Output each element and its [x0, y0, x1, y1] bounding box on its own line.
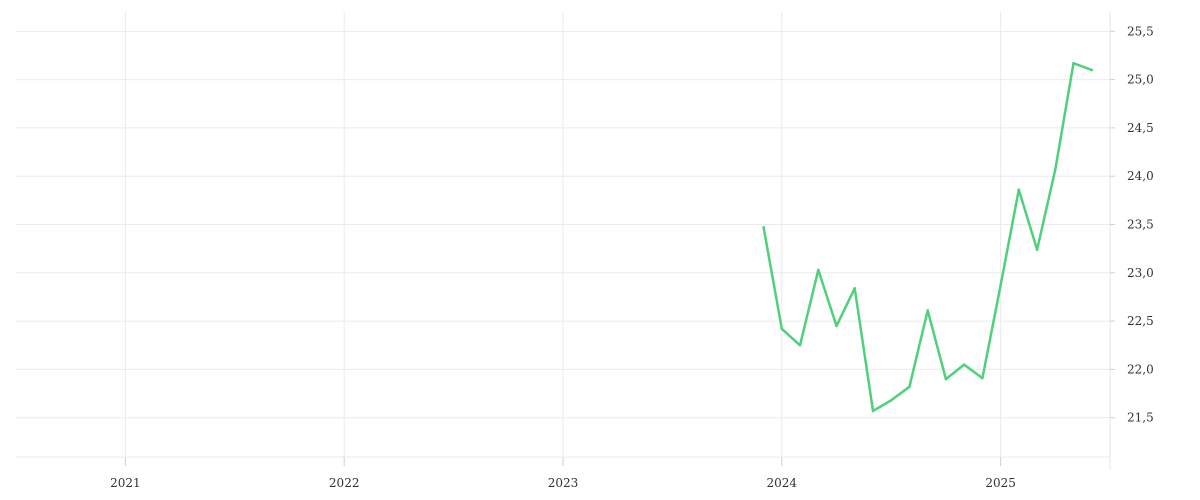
data-point	[780, 327, 784, 331]
data-point	[1090, 68, 1094, 72]
data-point	[871, 409, 875, 413]
data-point	[999, 284, 1002, 287]
y-tick-label: 25,0	[1127, 73, 1154, 87]
data-point	[908, 385, 911, 389]
data-point	[853, 286, 857, 290]
x-tick-label: 2023	[548, 476, 579, 490]
x-tick-label: 2025	[985, 476, 1016, 490]
data-point	[889, 399, 893, 402]
x-tick-label: 2022	[329, 476, 360, 490]
x-tick-label: 2024	[767, 476, 798, 490]
data-point	[962, 363, 966, 366]
x-tick-label: 2021	[110, 476, 141, 490]
axes	[124, 12, 1115, 470]
y-tick-label: 23,5	[1127, 218, 1154, 232]
y-tick-label: 25,5	[1127, 24, 1154, 38]
y-tick-label: 22,5	[1127, 314, 1154, 328]
y-tick-label: 21,5	[1127, 411, 1154, 425]
data-point	[1072, 61, 1075, 65]
data-point	[1035, 248, 1039, 251]
tick-labels: 21,5 22,0 22,5 23,0 23,5 24,0 24,5 25,0 25,5 2021…	[110, 24, 1154, 490]
y-tick-label: 23,0	[1127, 266, 1154, 280]
data-point	[835, 324, 838, 328]
series-layer	[762, 61, 1094, 413]
y-tick-label: 24,5	[1127, 121, 1154, 135]
data-point	[1017, 188, 1021, 192]
data-point	[1054, 168, 1057, 171]
data-point	[816, 268, 820, 272]
grid	[16, 12, 1110, 458]
y-tick-label: 22,0	[1127, 362, 1154, 376]
data-point	[798, 343, 802, 347]
data-point	[944, 377, 948, 381]
series-line	[762, 61, 1094, 413]
data-point	[981, 376, 984, 380]
data-point	[926, 309, 929, 312]
y-tick-label: 24,0	[1127, 169, 1154, 183]
data-point	[762, 226, 765, 229]
